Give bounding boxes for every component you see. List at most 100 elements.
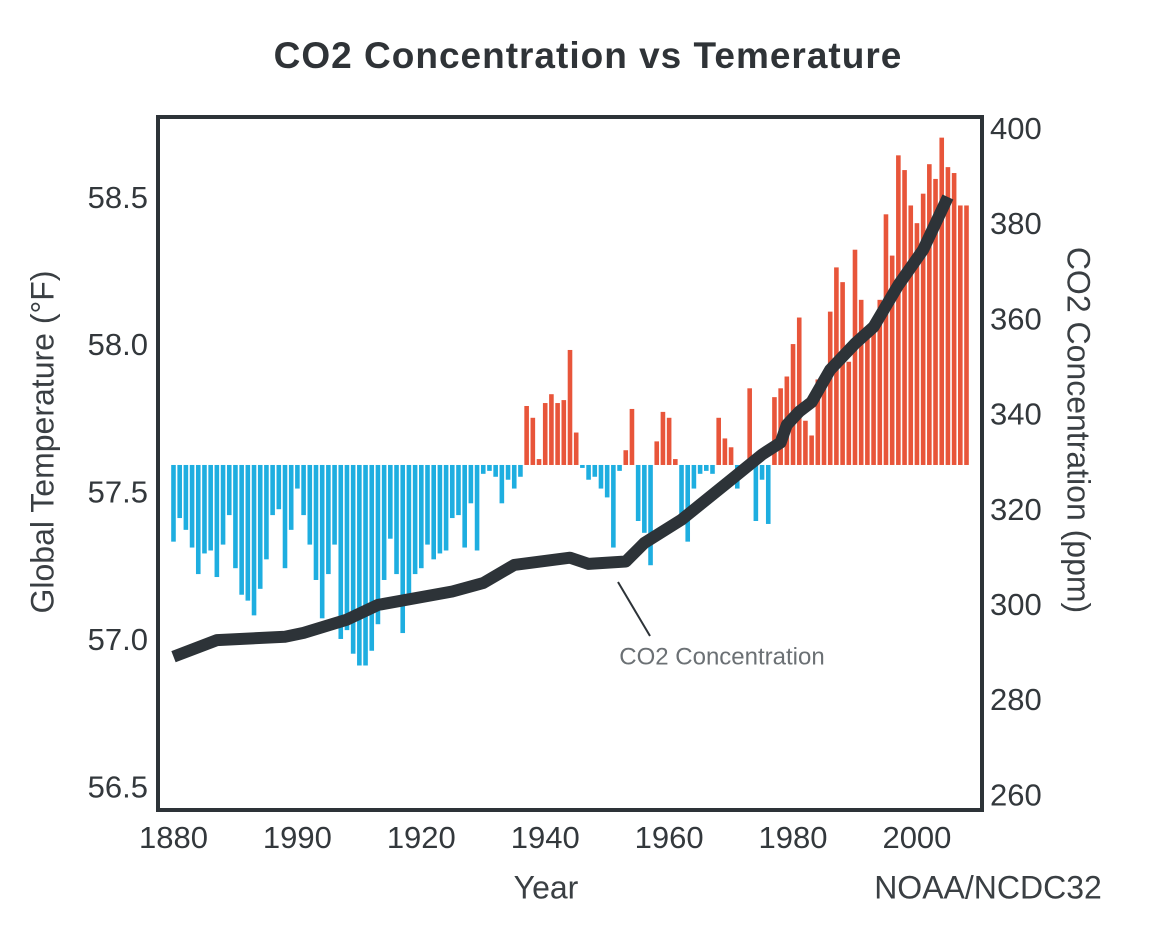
temperature-bar [914,223,920,465]
temperature-bar [889,255,895,465]
y2-tick-label: 280 [990,682,1042,717]
x-tick-label: 1980 [759,820,828,855]
y-axis-label: Global Temperature (°F) [24,271,60,614]
temperature-bar [747,388,752,465]
y2-tick-label: 380 [990,206,1042,241]
temperature-bar [332,464,337,545]
temperature-bar [704,464,709,471]
temperature-bar [202,464,207,554]
temperature-bar [846,361,852,465]
temperature-bar [964,205,969,465]
temperature-bar [499,464,505,504]
temperature-bar [561,400,567,465]
temperature-bar [945,167,951,465]
temperature-bar [840,282,845,465]
temperature-bar [809,435,814,465]
y-tick-label: 58.5 [88,180,148,215]
temperature-bar [270,464,275,516]
temperature-bar [456,464,461,516]
temperature-bar [573,432,579,465]
temperature-bar [338,464,344,639]
temperature-bar [288,464,294,530]
temperature-bar [530,417,536,465]
temperature-bar [313,464,319,580]
temperature-bar [555,403,560,465]
y2-tick-label: 340 [990,397,1042,432]
temperature-bar [635,464,641,522]
temperature-bar [511,464,517,489]
temperature-bar [449,464,455,519]
annotation: CO2 Concentration [619,643,824,670]
y2-axis-label: CO2 Concentration (ppm) [1061,247,1097,613]
temperature-bar [796,317,802,465]
temperature-bar [567,349,573,465]
temperature-bar [623,450,629,465]
temperature-bar [462,464,467,548]
temperature-bar [753,464,759,522]
temperature-bar [902,170,907,465]
temperature-bar [654,441,660,465]
temperature-bar [697,464,703,474]
temperature-bar [951,173,957,465]
temperature-bar [803,420,808,465]
temperature-bar [419,464,424,569]
y2-tick-label: 260 [990,777,1042,812]
temperature-bar [865,338,870,465]
temperature-bar [375,464,381,625]
temperature-bar [357,464,362,666]
temperature-bar [660,411,666,465]
temperature-bar [691,464,697,489]
y-tick-label: 57.5 [88,475,148,510]
temperature-bar [821,373,827,465]
source-note: NOAA/NCDC32 [874,869,1102,905]
temperature-bar [518,464,523,477]
temperature-bar [307,464,313,545]
annotation-pointer [617,581,651,637]
temperature-bar [765,464,771,524]
temperature-bar [617,464,622,471]
temperature-bar [908,205,914,465]
temperature-bar [171,464,176,542]
temperature-bar [852,249,858,465]
y2-tick-label: 300 [990,587,1042,622]
temperature-bar [927,164,932,465]
temperature-bar [388,464,393,539]
temperature-bar [381,464,387,580]
temperature-bar [592,464,598,477]
temperature-bar [580,464,585,468]
temperature-bar [896,155,901,465]
temperature-bar [319,464,325,619]
temperature-bar [295,464,300,489]
temperature-bar [226,464,232,516]
temperature-bar [524,405,529,465]
temperature-bar [431,464,436,560]
temperature-bar [251,464,257,616]
temperature-bar [425,464,430,545]
temperature-bar [815,379,821,465]
temperature-bar [536,459,542,465]
temperature-bar [648,464,653,566]
y2-tick-label: 320 [990,492,1042,527]
temperature-bar [282,464,288,569]
temperature-bar [549,394,554,465]
temperature-bar [400,464,406,634]
temperature-bar [728,447,734,465]
temperature-bar [586,464,591,480]
temperature-bar [772,397,777,465]
temperature-bar [666,417,672,465]
temperature-bar [326,464,331,575]
y-tick-label: 58.0 [88,327,148,362]
temperature-bar [604,464,610,498]
temperature-bar [344,464,350,631]
temperature-bar [189,464,195,548]
x-tick-label: 1940 [511,820,580,855]
temperature-bar [958,205,963,465]
temperature-bar [542,403,548,465]
chart-title: CO2 Concentration vs Temerature [274,35,903,76]
temperature-bar [276,464,282,510]
temperature-bar [369,464,375,651]
y-tick-label: 56.5 [88,770,148,805]
temperature-bar [679,464,684,522]
temperature-bar [214,464,220,578]
